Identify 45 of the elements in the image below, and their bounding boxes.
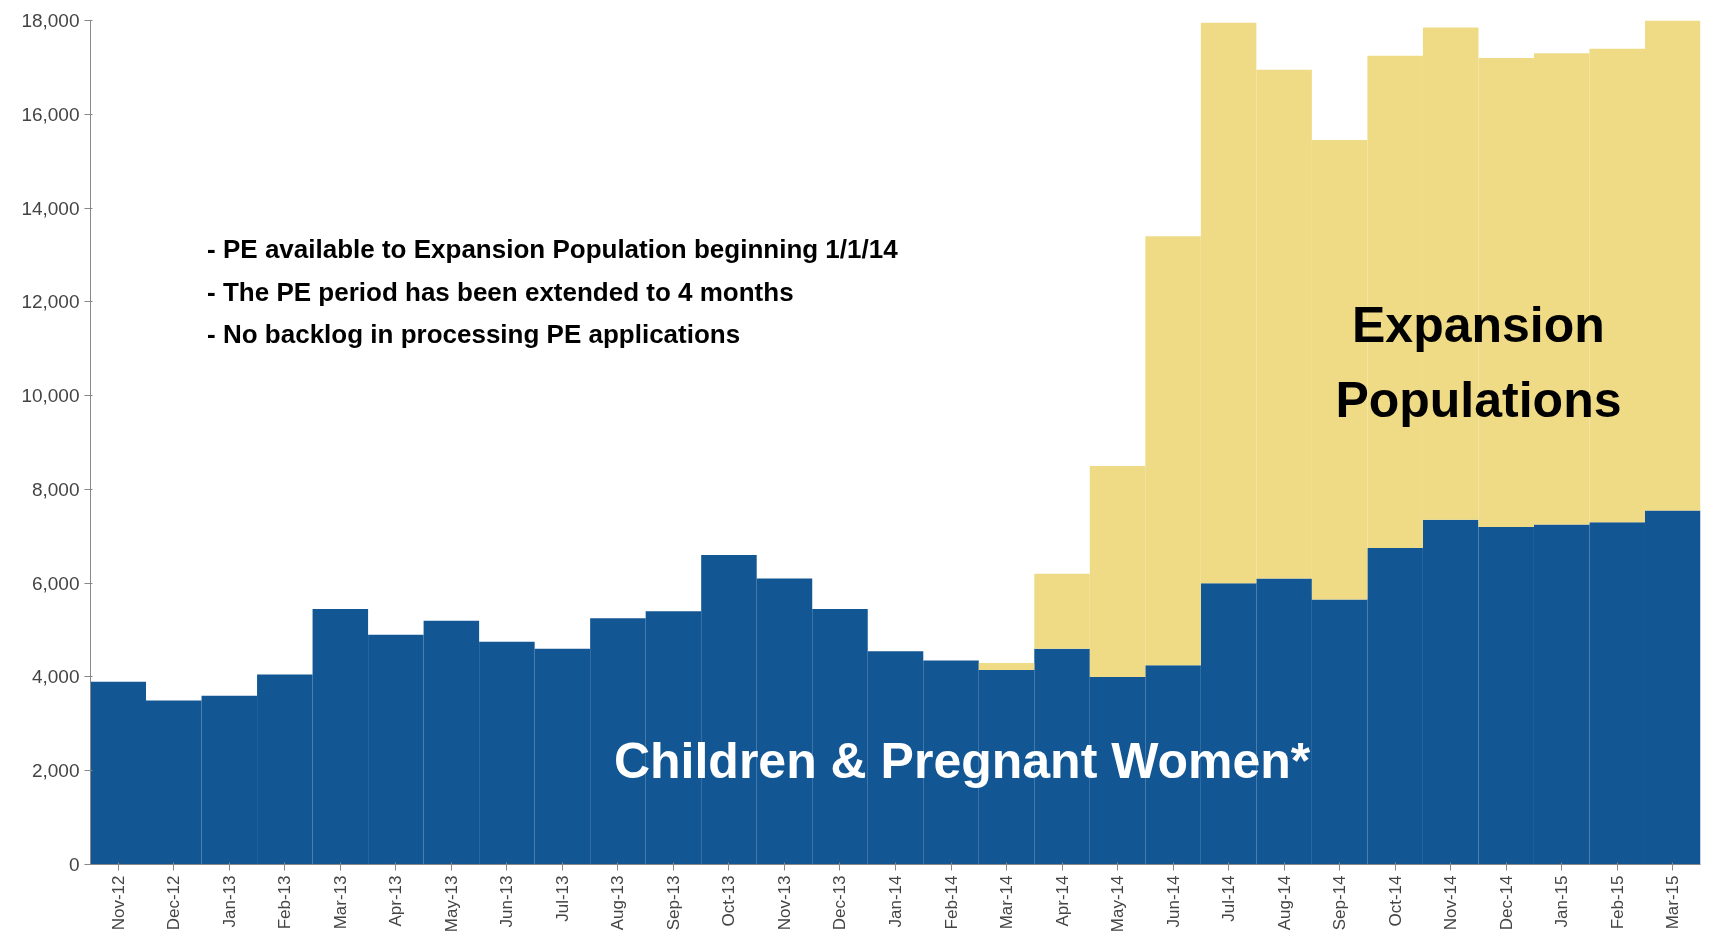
x-tick-label: Dec-14 xyxy=(1496,875,1516,931)
x-tick-label: Mar-13 xyxy=(330,875,350,930)
series-label: Expansion Populations xyxy=(1335,296,1622,429)
annotation: - The PE period has been extended to 4 months xyxy=(207,276,794,307)
x-tick-label: Jul-14 xyxy=(1219,875,1239,922)
x-tick-label: Feb-14 xyxy=(941,875,961,930)
x-tick-label: Dec-13 xyxy=(830,875,850,931)
x-tick-label: Dec-12 xyxy=(164,875,184,931)
y-tick-label: 0 xyxy=(68,854,80,875)
x-tick-label: Nov-12 xyxy=(108,875,128,931)
annotation: - PE available to Expansion Population beginning 1/1/14 xyxy=(207,234,899,265)
x-tick-label: May-14 xyxy=(1108,875,1128,933)
x-tick-label: Jun-14 xyxy=(1163,875,1183,928)
x-tick-label: Aug-14 xyxy=(1274,875,1294,931)
x-tick-label: Nov-14 xyxy=(1441,875,1461,931)
x-tick-label: Jan-15 xyxy=(1552,875,1572,928)
y-tick-label: 10,000 xyxy=(21,385,80,407)
x-tick-label: Oct-14 xyxy=(1385,875,1405,927)
bar xyxy=(978,662,1035,670)
x-tick-label: Feb-13 xyxy=(275,875,295,930)
x-tick-label: Aug-13 xyxy=(608,875,628,931)
y-tick-label: 12,000 xyxy=(21,291,80,313)
annotation: - No backlog in processing PE applications xyxy=(207,318,741,349)
x-tick-label: May-13 xyxy=(441,875,461,933)
y-tick-label: 6,000 xyxy=(31,572,80,594)
x-tick-label: Jul-13 xyxy=(552,875,572,922)
x-tick-label: Jan-13 xyxy=(219,875,239,928)
x-tick-label: Sep-14 xyxy=(1330,875,1350,931)
y-tick-label: 14,000 xyxy=(21,197,80,219)
x-tick-label: Sep-13 xyxy=(663,875,683,931)
series-label: Children & Pregnant Women* xyxy=(613,733,1311,790)
y-tick-label: 16,000 xyxy=(21,103,80,125)
x-tick-label: Apr-14 xyxy=(1052,875,1072,927)
y-tick-label: 8,000 xyxy=(31,478,80,500)
y-tick-label: 18,000 xyxy=(21,10,80,31)
x-tick-label: Jun-13 xyxy=(497,875,517,928)
y-tick-label: 2,000 xyxy=(31,760,80,782)
x-tick-label: Apr-13 xyxy=(386,875,406,927)
x-tick-label: Feb-15 xyxy=(1607,875,1627,930)
x-tick-label: Mar-15 xyxy=(1663,875,1683,930)
x-tick-label: Oct-13 xyxy=(719,875,739,927)
x-tick-label: Nov-13 xyxy=(774,875,794,931)
y-tick-label: 4,000 xyxy=(31,666,80,688)
x-tick-label: Mar-14 xyxy=(997,875,1017,930)
x-tick-label: Jan-14 xyxy=(886,875,905,928)
